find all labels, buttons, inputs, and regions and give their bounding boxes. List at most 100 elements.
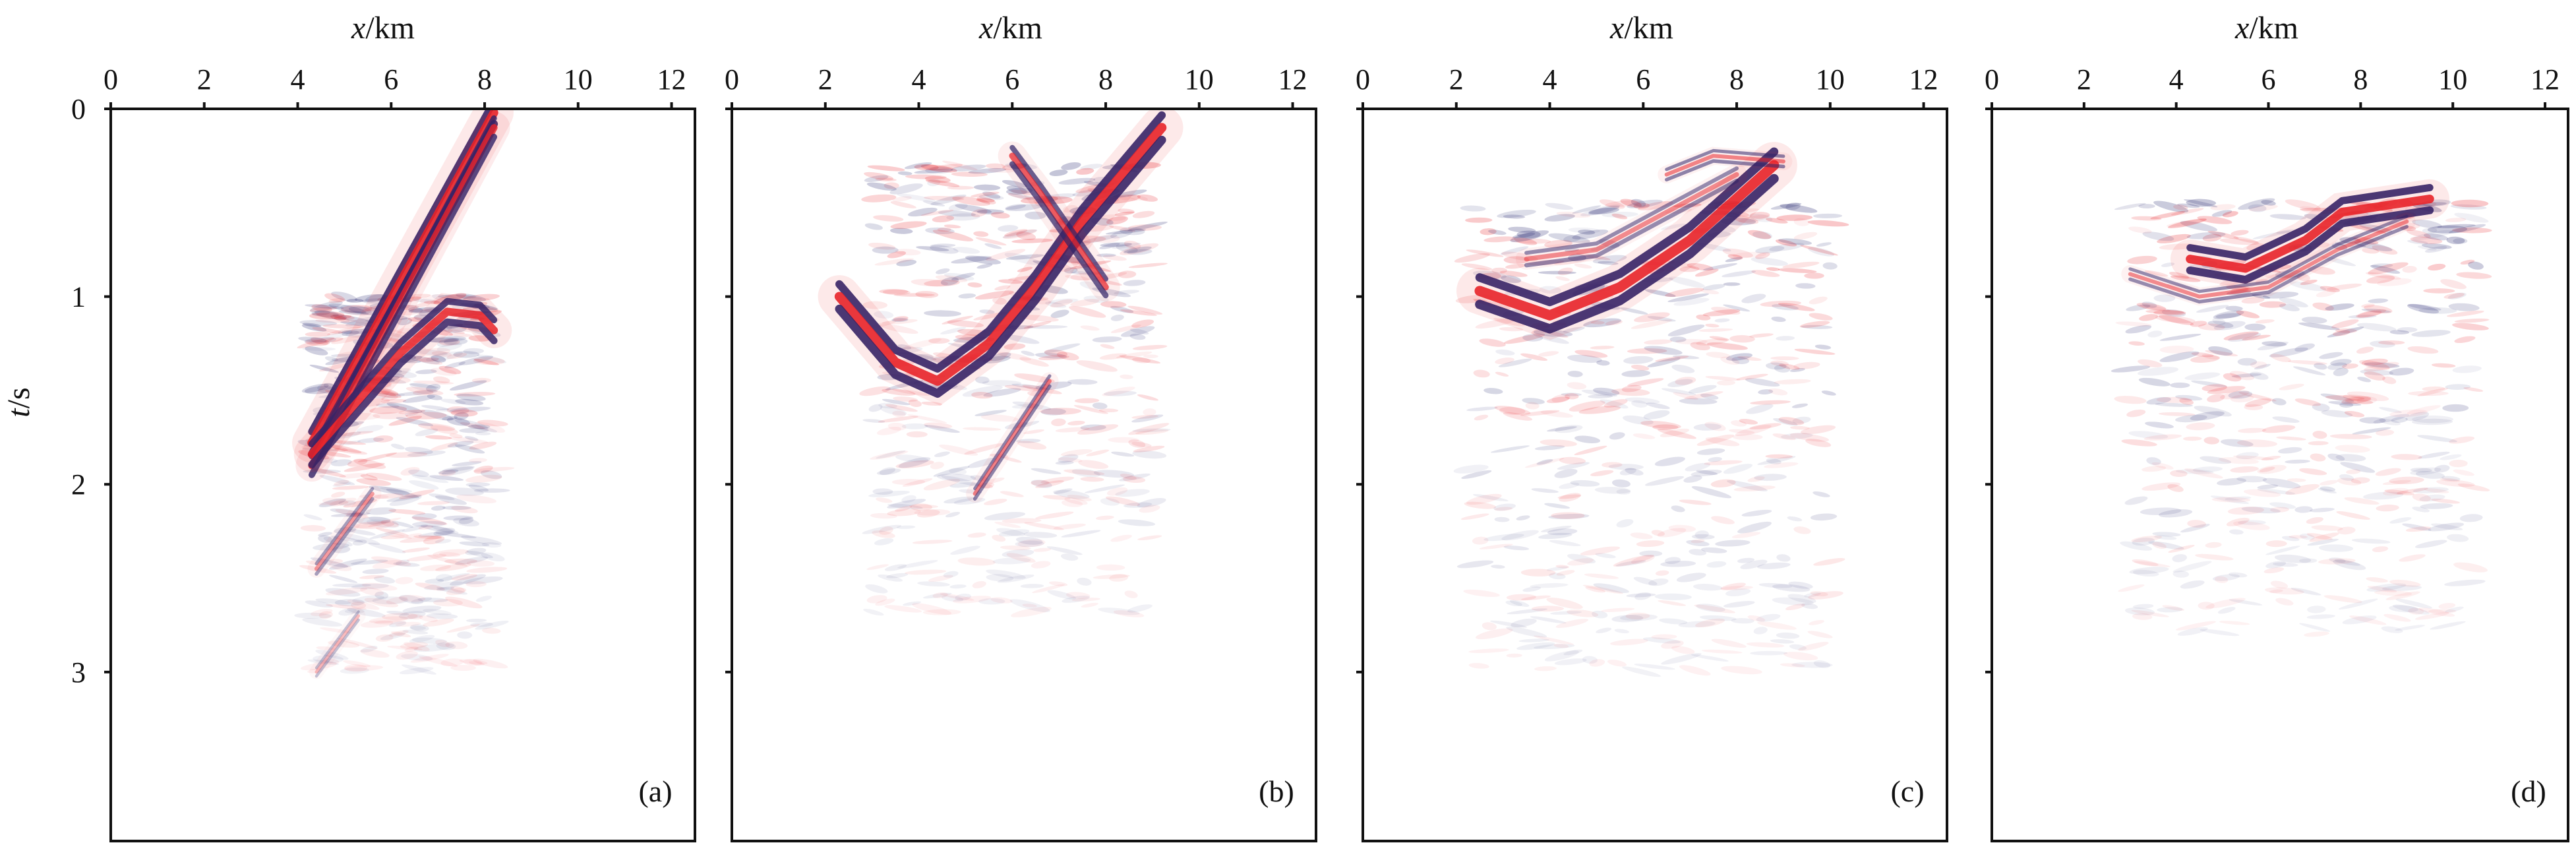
noise-speckle [427,336,466,343]
noise-speckle [457,631,473,639]
noise-speckle [1655,356,1689,362]
noise-speckle [466,567,508,573]
noise-speckle [925,166,953,174]
seismic-event [2121,212,2416,306]
noise-speckle [1046,546,1083,555]
x-axis-title: x/km [2234,11,2298,46]
noise-speckle [1021,350,1035,356]
noise-speckle [2217,478,2246,486]
noise-speckle [2395,598,2432,609]
noise-speckle [2395,625,2426,631]
noise-speckle [328,559,344,564]
noise-speckle [2153,294,2176,302]
noise-speckle [1495,371,1509,377]
noise-speckle [882,398,911,406]
noise-speckle [1143,408,1156,416]
noise-speckle [326,443,362,453]
noise-speckle [909,504,939,509]
noise-speckle [332,546,351,553]
noise-speckle [324,658,340,664]
noise-speckle [1683,475,1702,483]
noise-speckle [2159,345,2194,354]
noise-speckle [1479,338,1506,347]
noise-speckle [407,613,423,620]
noise-speckle [402,547,430,553]
noise-speckle [940,593,974,601]
noise-speckle [1102,255,1127,261]
noise-speckle [1108,437,1139,443]
noise-speckle [317,383,334,390]
noise-speckle [304,386,335,394]
noise-speckle [329,575,358,583]
noise-speckle [887,251,907,259]
noise-speckle [1065,592,1091,599]
noise-speckle [1503,334,1545,344]
noise-speckle [1108,225,1136,232]
noise-speckle [895,460,934,468]
noise-speckle [992,297,1007,305]
seismic-event [998,141,1120,302]
noise-speckle [352,595,385,603]
noise-speckle [1044,349,1068,358]
noise-speckle [1582,656,1598,664]
noise-speckle [2136,303,2167,311]
noise-speckle [1660,561,1696,567]
noise-speckle [450,409,478,417]
noise-speckle [2456,272,2492,279]
noise-speckle [1098,608,1140,615]
noise-speckle [2414,540,2447,548]
noise-speckle [446,353,467,359]
noise-speckle [2261,425,2296,433]
noise-speckle [1644,289,1676,297]
noise-speckle [859,386,891,396]
noise-speckle [2179,398,2194,405]
noise-speckle [976,197,996,204]
noise-speckle [1751,270,1780,277]
noise-speckle [1520,410,1560,416]
noise-speckle [1099,214,1127,221]
noise-speckle [1633,203,1650,209]
noise-speckle [433,549,469,557]
noise-speckle [450,664,476,671]
noise-speckle [1627,378,1664,387]
noise-speckle [1102,387,1135,396]
noise-speckle [924,425,960,433]
noise-speckle [876,450,906,459]
noise-speckle [2223,331,2259,340]
noise-speckle [400,467,420,476]
noise-speckle [2445,384,2471,390]
noise-speckle [431,367,457,376]
noise-speckle [1765,454,1793,459]
noise-speckle [444,361,465,369]
noise-speckle [2269,347,2308,358]
noise-speckle [330,513,371,517]
noise-speckle [2161,263,2175,267]
noise-speckle [434,539,452,544]
noise-speckle [1564,393,1579,400]
noise-speckle [2140,507,2182,515]
noise-speckle [1792,416,1811,424]
noise-speckle [1506,626,1547,638]
noise-speckle [1642,637,1681,644]
event-band [309,115,497,460]
noise-speckle [1131,441,1152,448]
noise-speckle [2298,322,2340,330]
noise-speckle [2158,315,2194,325]
noise-speckle [1011,383,1046,390]
noise-speckle [2468,261,2484,270]
noise-speckle [2265,546,2300,555]
event-band [1009,152,1109,291]
noise-speckle [2385,591,2420,600]
noise-speckle [344,462,385,472]
noise-speckle [928,575,953,582]
x-tick-label: 4 [2169,63,2184,96]
noise-speckle [1494,406,1531,415]
noise-speckle [1100,498,1120,506]
noise-speckle [388,621,407,627]
noise-speckle [436,642,456,650]
noise-speckle [2167,484,2184,492]
noise-speckle [446,406,469,414]
noise-speckle [2318,488,2337,494]
noise-speckle [454,556,489,565]
noise-speckle [1615,560,1646,567]
